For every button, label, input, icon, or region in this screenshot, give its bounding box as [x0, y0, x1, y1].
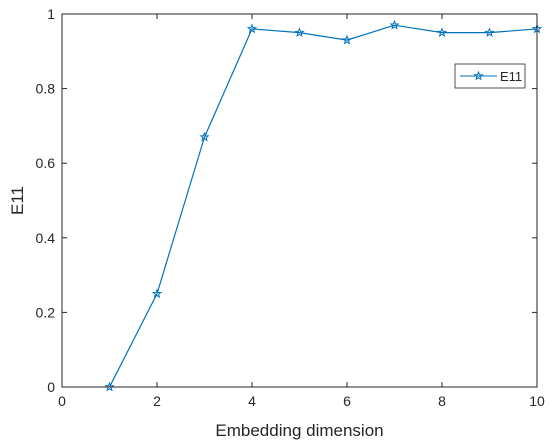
x-tick-label: 2: [153, 393, 161, 409]
y-tick-label: 0.4: [36, 230, 56, 246]
series-layer: [104, 19, 543, 392]
data-point-star: [199, 131, 210, 142]
y-tick-label: 0.2: [36, 304, 56, 320]
data-point-star: [341, 34, 353, 45]
data-point-star: [484, 27, 495, 38]
data-point-star: [294, 27, 305, 38]
data-point-star: [151, 288, 163, 299]
data-point-star: [104, 381, 115, 392]
x-tick-label: 10: [529, 393, 545, 409]
data-point-star: [436, 27, 448, 38]
x-axis-label: Embedding dimension: [215, 421, 383, 440]
y-tick-label: 0.8: [36, 81, 56, 97]
x-tick-label: 4: [248, 393, 256, 409]
y-tick-label: 0.6: [36, 155, 56, 171]
data-point-star: [246, 23, 258, 34]
x-tick-label: 8: [438, 393, 446, 409]
x-tick-label: 0: [58, 393, 66, 409]
legend-star-marker: [473, 70, 484, 81]
tick-labels: 0 2 4 6 8 10 0 0.2 0.4 0.6 0.8 1: [36, 6, 545, 409]
legend: E11: [454, 63, 526, 89]
data-point-star: [389, 19, 400, 30]
series-line: [108, 24, 538, 388]
legend-label: E11: [500, 69, 522, 84]
y-axis-label: E11: [8, 186, 27, 215]
y-tick-label: 0: [47, 379, 55, 395]
plot-frame: [61, 13, 538, 388]
y-tick-label: 1: [47, 6, 55, 22]
x-tick-label: 6: [343, 393, 351, 409]
